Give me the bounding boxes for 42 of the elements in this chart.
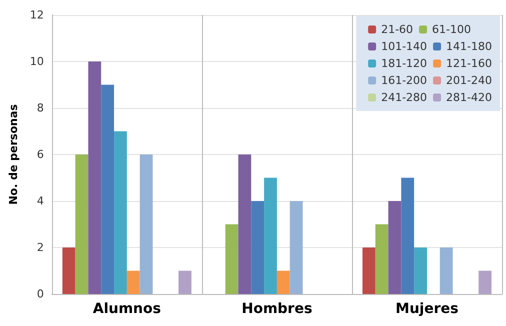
x-tick-label: Alumnos bbox=[92, 301, 161, 317]
bar bbox=[478, 270, 492, 294]
legend-label: 281-420 bbox=[446, 91, 492, 104]
bar bbox=[101, 84, 114, 294]
bar bbox=[362, 248, 376, 294]
bar bbox=[126, 270, 140, 294]
legend-label: 121-160 bbox=[446, 57, 492, 70]
bar bbox=[375, 224, 388, 294]
y-tick-label: 8 bbox=[36, 102, 44, 114]
bar bbox=[290, 201, 303, 294]
x-tick-label: Mujeres bbox=[396, 301, 458, 317]
bar bbox=[238, 154, 252, 294]
x-tick-label: Hombres bbox=[242, 301, 312, 317]
bar bbox=[75, 154, 88, 294]
y-tick-label: 10 bbox=[30, 55, 44, 68]
legend-label: 241-280 bbox=[381, 91, 428, 104]
bar bbox=[401, 178, 414, 294]
y-axis-title: No. de personas bbox=[7, 104, 20, 205]
bar bbox=[225, 224, 238, 294]
y-tick-label: 2 bbox=[36, 241, 44, 254]
legend-label: 161-200 bbox=[381, 74, 428, 87]
y-tick-label: 4 bbox=[36, 194, 44, 208]
legend-label: 21-60 bbox=[381, 23, 414, 36]
bar bbox=[88, 62, 102, 294]
bar bbox=[140, 154, 153, 294]
bar bbox=[440, 248, 453, 294]
y-tick-label: 6 bbox=[36, 148, 44, 161]
bar bbox=[251, 201, 264, 294]
bar bbox=[62, 248, 76, 294]
bar bbox=[388, 201, 402, 294]
legend-label: 141-180 bbox=[446, 40, 492, 53]
legend-label: 101-140 bbox=[381, 40, 428, 53]
legend-label: 181-120 bbox=[381, 57, 428, 70]
bar bbox=[114, 131, 127, 294]
bar bbox=[276, 270, 290, 294]
legend-label: 201-240 bbox=[446, 74, 492, 87]
bar bbox=[264, 178, 277, 294]
bar bbox=[178, 270, 192, 294]
y-tick-label: 0 bbox=[36, 288, 44, 300]
bar bbox=[414, 248, 427, 294]
y-tick-label: 12 bbox=[30, 8, 44, 22]
legend-label: 61-100 bbox=[432, 23, 472, 36]
